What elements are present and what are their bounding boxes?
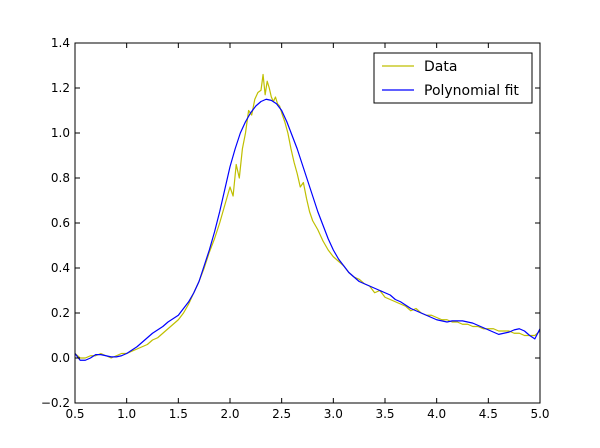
series-line-polynomial-fit [75,98,540,361]
ticks-layer: 0.5 1.0 1.5 2.0 2.5 3.0 3.5 4.0 4.5 5.0 −0.2 0.0 0.2… [41,36,550,421]
x-tick-label: 4.0 [427,407,446,421]
y-tick-label: 1.4 [51,36,70,50]
x-tick-label: 4.5 [479,407,498,421]
y-tick-label: 0.4 [51,261,70,275]
x-tick-label: 0.5 [65,407,84,421]
y-tick-label: 0.2 [51,306,70,320]
series-layer [75,73,540,361]
legend: Data Polynomial fit [373,52,533,104]
y-tick-label: 1.2 [51,81,70,95]
x-tick-label: 3.0 [324,407,343,421]
x-tick-label: 2.5 [272,407,291,421]
legend-box [373,52,533,104]
legend-label-fit: Polynomial fit [424,83,519,99]
x-tick-label: 3.5 [375,407,394,421]
x-tick-label: 5.0 [530,407,549,421]
y-tick-label: 0.8 [51,171,70,185]
y-tick-label: 0.0 [51,351,70,365]
x-tick-label: 2.0 [220,407,239,421]
y-tick-label: 1.0 [51,126,70,140]
x-tick-label: 1.0 [117,407,136,421]
legend-label-data: Data [424,59,457,75]
x-tick-label: 1.5 [169,407,188,421]
y-tick-label: 0.6 [51,216,70,230]
y-tick-label: −0.2 [41,396,70,410]
